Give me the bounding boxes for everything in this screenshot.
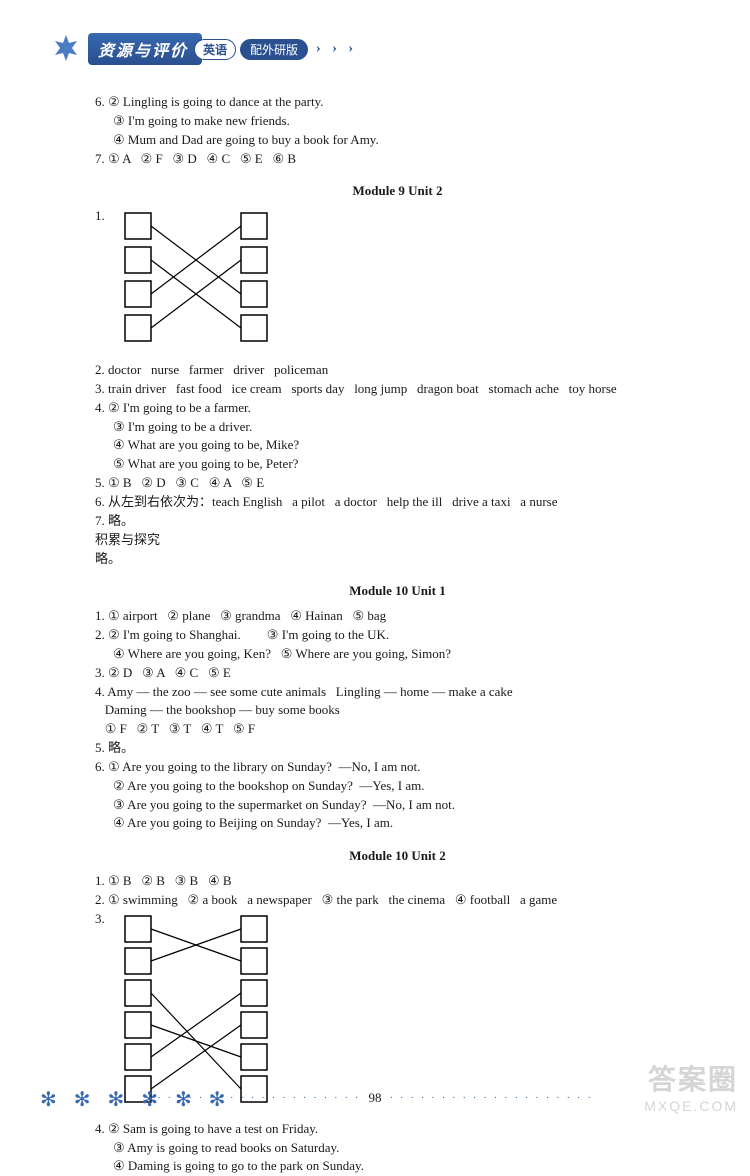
- m9u2-q4-l4: ④ What are you going to be, Mike?: [95, 436, 700, 455]
- m10u2-q1: 1. ① B ② B ③ B ④ B: [95, 872, 700, 891]
- m10u1-q6-l1: 6. ① Are you going to the library on Sun…: [95, 758, 700, 777]
- m10u1-q2-l4: ④ Where are you going, Ken? ⑤ Where are …: [95, 645, 700, 664]
- m10u1-q5: 5. 略。: [95, 739, 700, 758]
- m9u2-q7: 7. 略。: [95, 512, 700, 531]
- header-title: 资源与评价: [88, 33, 202, 65]
- m9u2-q5: 5. ① B ② D ③ C ④ A ⑤ E: [95, 474, 700, 493]
- q6-line2: 6. ② Lingling is going to dance at the p…: [95, 93, 700, 112]
- m9u2-extra1: 积累与探究: [95, 531, 700, 550]
- m9u2-extra2: 略。: [95, 550, 700, 569]
- section-m10u1-title: Module 10 Unit 1: [95, 582, 700, 601]
- m10u1-q6-l4: ④ Are you going to Beijing on Sunday? —Y…: [95, 814, 700, 833]
- m10u1-q6-l2: ② Are you going to the bookshop on Sunda…: [95, 777, 700, 796]
- m9u2-q2: 2. doctor nurse farmer driver policeman: [95, 361, 700, 380]
- m10u2-matching-diagram: [123, 914, 269, 1112]
- m10u1-q6-l1t: ① Are you going to the library on Sunday…: [108, 759, 420, 774]
- m10u1-q4c: ① F ② T ③ T ④ T ⑤ F: [95, 720, 700, 739]
- m10u2-q2: 2. ① swimming ② a book a newspaper ③ the…: [95, 891, 700, 910]
- header-version: 配外研版: [240, 39, 308, 60]
- section-m9u2-title: Module 9 Unit 2: [95, 182, 700, 201]
- page-content: 6. ② Lingling is going to dance at the p…: [0, 93, 750, 1176]
- watermark-bot: MXQE.COM: [644, 1098, 738, 1114]
- footer-dots-left: · · · · · · · · · · · · · · · · · · · ·: [157, 1092, 361, 1104]
- m10u1-q2-num: 2.: [95, 627, 105, 642]
- m9u2-q6: 6. 从左到右依次为：teach English a pilot a docto…: [95, 493, 700, 512]
- m10u1-q2-l2: 2. ② I'm going to Shanghai. ③ I'm going …: [95, 626, 700, 645]
- m9u2-q4-l5: ⑤ What are you going to be, Peter?: [95, 455, 700, 474]
- q6-line3: ③ I'm going to make new friends.: [95, 112, 700, 131]
- m10u2-q4-l2t: ② Sam is going to have a test on Friday.: [108, 1121, 318, 1136]
- logo-icon: [50, 33, 82, 65]
- m9u2-q4-l2: 4. ② I'm going to be a farmer.: [95, 399, 700, 418]
- watermark: 答案圈 MXQE.COM: [644, 1058, 738, 1114]
- q6-line4: ④ Mum and Dad are going to buy a book fo…: [95, 131, 700, 150]
- m10u1-q3: 3. ② D ③ A ④ C ⑤ E: [95, 664, 700, 683]
- m10u2-q4-l4: ④ Daming is going to go to the park on S…: [95, 1157, 700, 1176]
- m9u2-matching-diagram: [123, 211, 269, 353]
- header-arrows: › › ›: [316, 41, 357, 57]
- m10u2-match-num: 3.: [95, 910, 113, 929]
- q6-num: 6.: [95, 94, 105, 109]
- header-subject: 英语: [194, 39, 236, 60]
- m9u2-q3: 3. train driver fast food ice cream spor…: [95, 380, 700, 399]
- watermark-top: 答案圈: [644, 1058, 738, 1098]
- m9u2-q4-l3: ③ I'm going to be a driver.: [95, 418, 700, 437]
- m10u2-q4-l3: ③ Amy is going to read books on Saturday…: [95, 1139, 700, 1158]
- footer-dots-right: · · · · · · · · · · · · · · · · · · · ·: [390, 1092, 594, 1104]
- m9u2-q4-l2t: ② I'm going to be a farmer.: [108, 400, 251, 415]
- m10u1-q4b: Daming — the bookshop — buy some books: [95, 701, 700, 720]
- m10u1-q6-num: 6.: [95, 759, 105, 774]
- m10u2-q4-num: 4.: [95, 1121, 105, 1136]
- m9u2-match-row: 1.: [95, 207, 700, 361]
- q7: 7. ① A ② F ③ D ④ C ⑤ E ⑥ B: [95, 150, 700, 169]
- q6-l2: ② Lingling is going to dance at the part…: [108, 94, 324, 109]
- m9u2-match-num: 1.: [95, 207, 113, 226]
- m10u1-q4a: 4. Amy — the zoo — see some cute animals…: [95, 683, 700, 702]
- m10u1-q1: 1. ① airport ② plane ③ grandma ④ Hainan …: [95, 607, 700, 626]
- m10u2-q4-l2: 4. ② Sam is going to have a test on Frid…: [95, 1120, 700, 1139]
- section-m10u2-title: Module 10 Unit 2: [95, 847, 700, 866]
- m10u1-q6-l3: ③ Are you going to the supermarket on Su…: [95, 796, 700, 815]
- m9u2-q4-num: 4.: [95, 400, 105, 415]
- m10u1-q2-l2t: ② I'm going to Shanghai. ③ I'm going to …: [108, 627, 389, 642]
- page-header: 资源与评价 英语 配外研版 › › ›: [50, 20, 750, 78]
